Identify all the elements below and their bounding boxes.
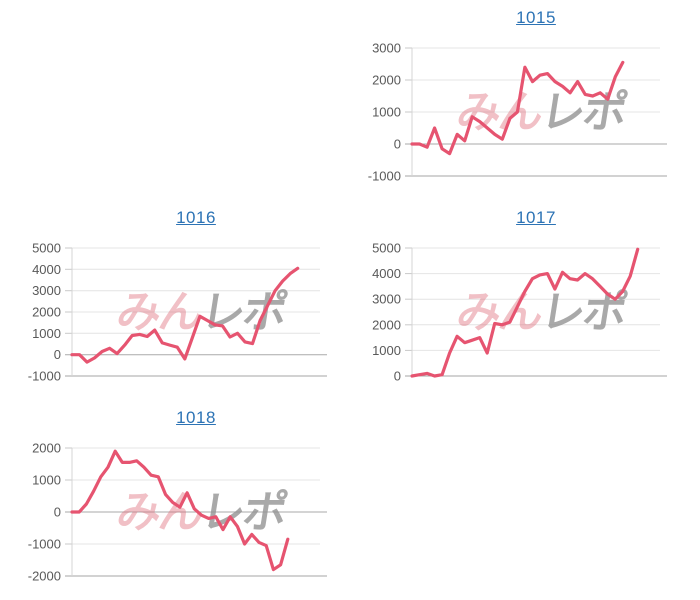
y-tick-label: 5000 [32,241,61,256]
watermark-pink-text: みん [113,488,205,537]
y-tick-label: 1000 [372,343,401,358]
chart-title-link-1015[interactable]: 1015 [516,8,556,27]
chart-title-1017: 1017 [412,208,660,228]
slump-line [410,247,640,378]
y-tick-label: 0 [54,347,61,362]
slump-line [70,449,290,572]
watermark-minrepo-logo: みんレポ [453,288,629,337]
watermark-gray-text: レポ [197,488,289,537]
slump-line [410,60,625,156]
chart-cell-1017: 1017 5000 4000 3000 2000 1000 0 みんレポ [340,200,685,400]
y-tick-label: -1000 [28,369,61,384]
y-tick-label: -1000 [28,537,61,552]
y-tick-label: -2000 [28,569,61,584]
y-tick-label: 5000 [372,241,401,256]
chart-title-link-1016[interactable]: 1016 [176,208,216,227]
y-tick-label: 4000 [32,262,61,277]
slump-line [70,266,300,364]
y-tick-label: 0 [394,137,401,152]
chart-title-link-1017[interactable]: 1017 [516,208,556,227]
chart-cell-1016: 1016 5000 4000 3000 2000 1000 0 -1000 みんレポ [0,200,345,400]
y-tick-label: 3000 [372,292,401,307]
chart-title-link-1018[interactable]: 1018 [176,408,216,427]
chart-plot-1017: 5000 4000 3000 2000 1000 0 みんレポ [372,241,667,384]
chart-cell-1015: 1015 3000 2000 1000 0 -1000 みんレポ [340,0,685,200]
y-tick-label: 3000 [32,283,61,298]
y-tick-label: -1000 [368,169,401,184]
chart-plot-1016: 5000 4000 3000 2000 1000 0 -1000 みんレポ [28,241,327,384]
y-tick-label: 0 [394,369,401,384]
watermark-pink-text: みん [113,288,205,337]
watermark-gray-text: レポ [197,288,289,337]
watermark-gray-text: レポ [537,288,629,337]
y-tick-label: 0 [54,505,61,520]
y-tick-label: 1000 [32,473,61,488]
y-tick-label: 2000 [32,305,61,320]
y-tick-label: 1000 [372,105,401,120]
chart-cell-1018: 1018 2000 1000 0 -1000 -2000 みんレポ [0,400,345,600]
watermark-minrepo-logo: みんレポ [113,488,289,537]
chart-plot-1018: 2000 1000 0 -1000 -2000 みんレポ [28,441,327,584]
chart-title-1016: 1016 [72,208,320,228]
y-tick-label: 2000 [32,441,61,456]
y-tick-label: 1000 [32,326,61,341]
y-tick-label: 2000 [372,73,401,88]
chart-title-1018: 1018 [72,408,320,428]
watermark-minrepo-logo: みんレポ [113,288,289,337]
chart-title-1015: 1015 [412,8,660,28]
y-tick-label: 4000 [372,266,401,281]
watermark-gray-text: レポ [537,88,629,137]
y-tick-label: 2000 [372,317,401,332]
y-tick-label: 3000 [372,41,401,56]
watermark-pink-text: みん [453,288,545,337]
